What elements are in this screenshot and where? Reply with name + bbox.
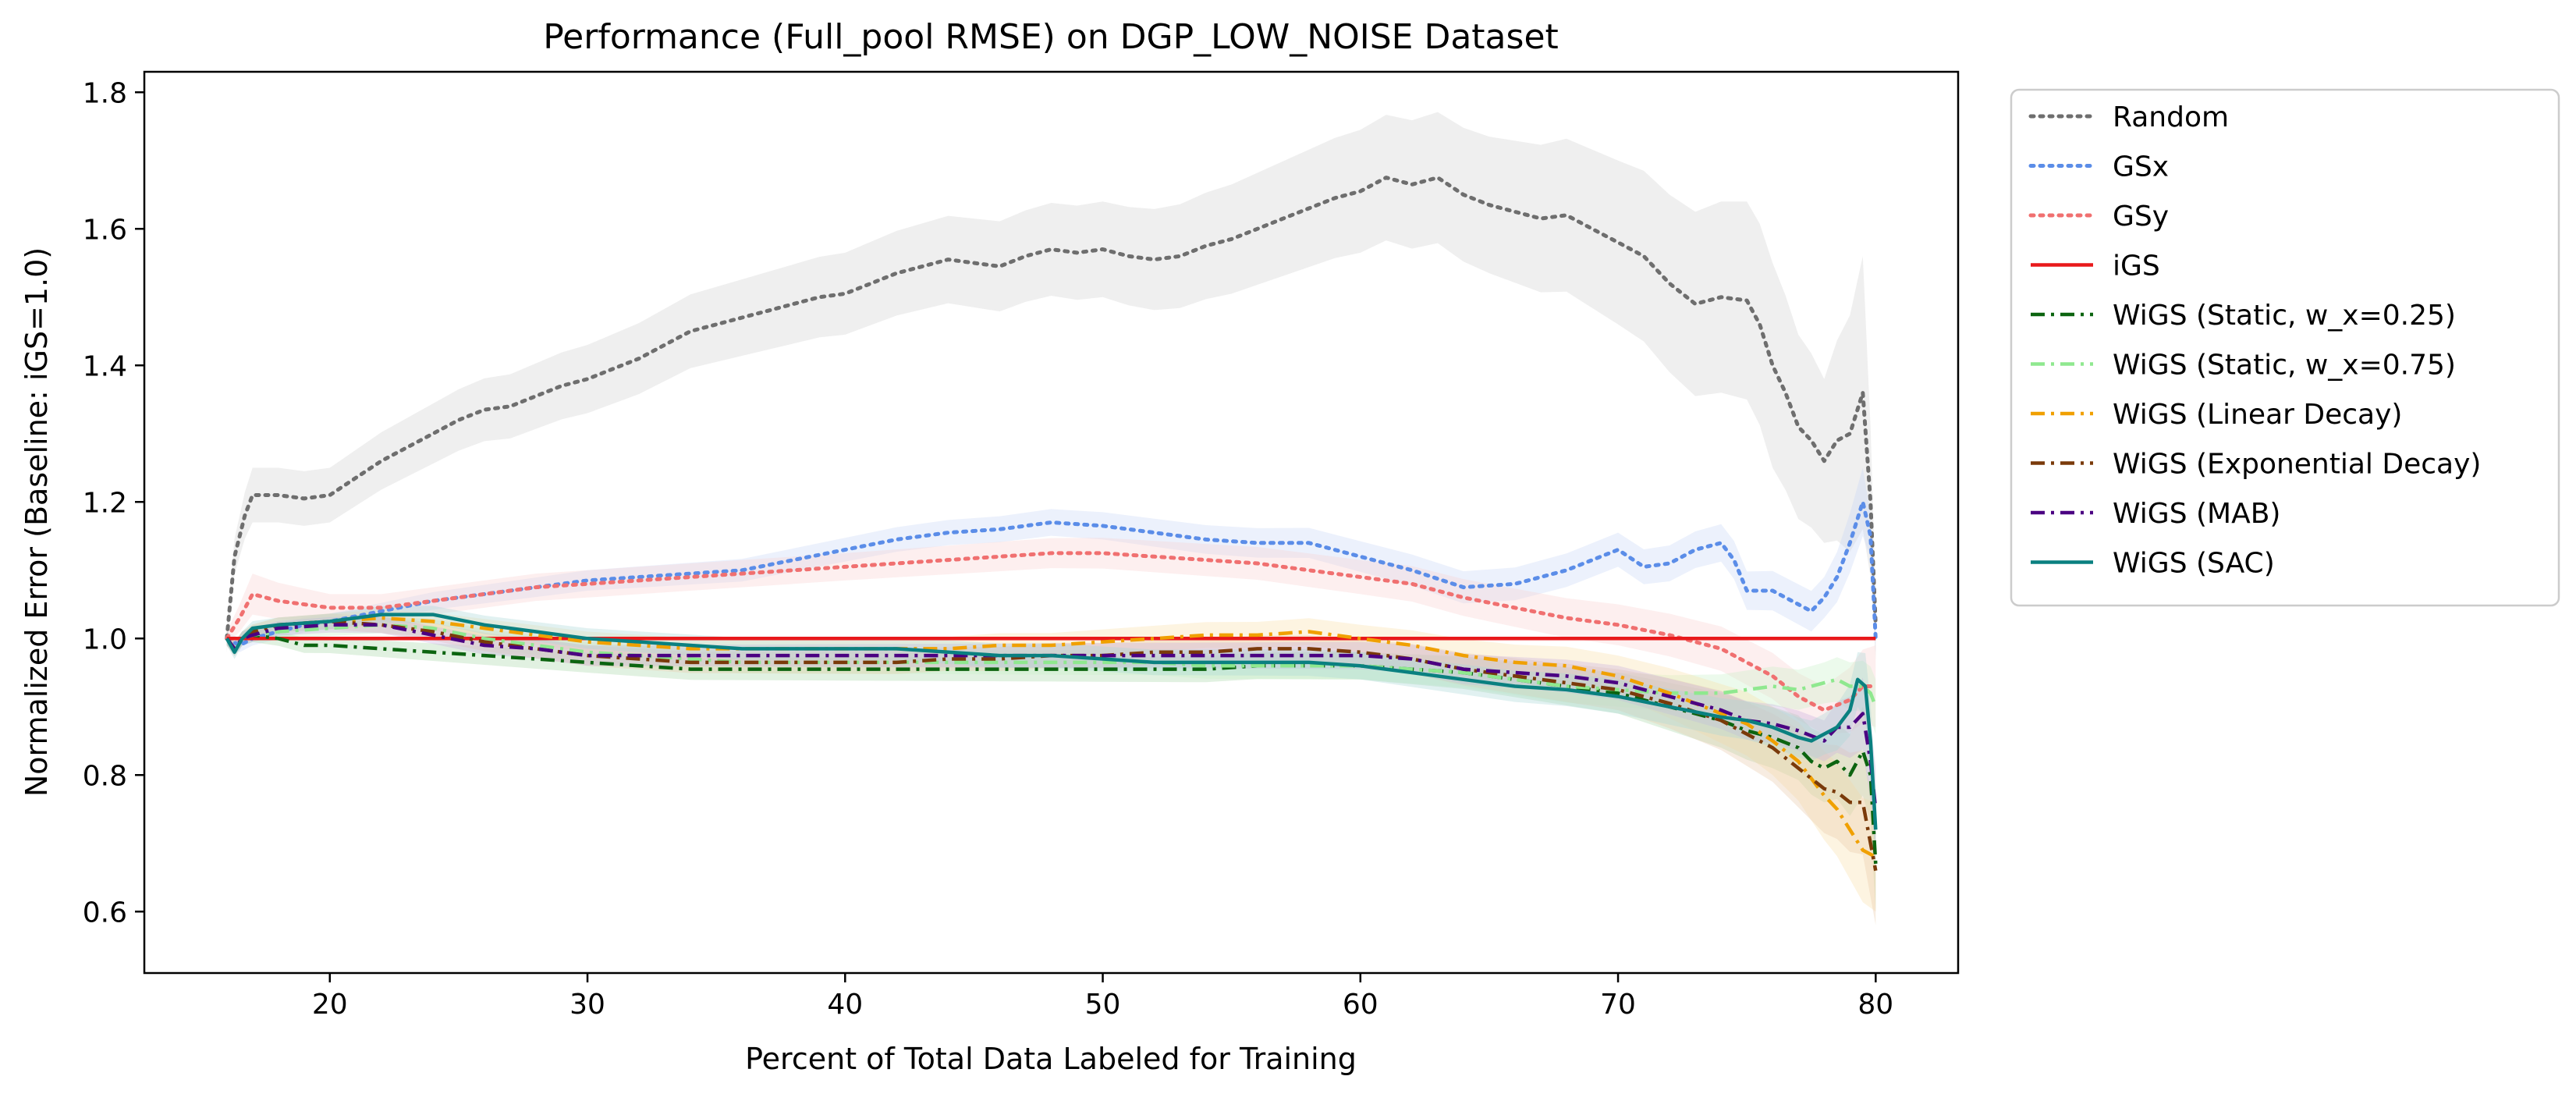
legend-label-wigs-exponential-decay: WiGS (Exponential Decay): [2113, 449, 2481, 481]
series-line-gsx: [225, 499, 1878, 648]
series-line-wigs-sac: [225, 613, 1878, 830]
x-tick-label: 60: [1343, 989, 1378, 1021]
x-tick-label: 50: [1085, 989, 1121, 1021]
x-axis-label: Percent of Total Data Labeled for Traini…: [745, 1042, 1357, 1076]
chart-title: Performance (Full_pool RMSE) on DGP_LOW_…: [543, 17, 1559, 57]
y-tick-label: 1.8: [83, 77, 127, 109]
y-tick-label: 0.8: [83, 760, 127, 792]
series-line-wigs-static-w-x-0-75: [225, 623, 1878, 708]
band-gsx: [226, 467, 1876, 652]
y-tick-label: 1.2: [83, 487, 127, 519]
legend-label-gsx: GSx: [2113, 151, 2169, 183]
legend-label-wigs-linear-decay: WiGS (Linear Decay): [2113, 399, 2402, 431]
y-tick-label: 1.4: [83, 350, 127, 382]
x-tick-label: 70: [1600, 989, 1636, 1021]
legend-label-wigs-static-w-x-0-75: WiGS (Static, w_x=0.75): [2113, 350, 2456, 382]
x-tick-label: 80: [1857, 989, 1893, 1021]
y-tick-label: 1.6: [83, 214, 127, 246]
x-axis-ticks: 20 30 40 50 60 70 80: [312, 973, 1893, 1021]
y-axis-ticks: 0.6 0.8 1.0 1.2 1.4 1.6 1.8: [83, 77, 144, 929]
plot-area-frame: [143, 70, 1960, 975]
x-tick-label: 40: [827, 989, 863, 1021]
band-wigs-mab: [226, 616, 1876, 851]
legend-label-wigs-static-w-x-0-25: WiGS (Static, w_x=0.25): [2113, 300, 2456, 332]
legend-label-wigs-sac: WiGS (SAC): [2113, 548, 2275, 580]
chart-legend: Random GSx GSy iGS WiGS (Static, w_x=0.25) Wi…: [2010, 88, 2560, 607]
legend-label-wigs-mab: WiGS (MAB): [2113, 498, 2280, 530]
legend-box: [2010, 88, 2560, 607]
legend-label-gsy: GSy: [2113, 201, 2169, 233]
legend-label-random: Random: [2113, 101, 2229, 133]
band-random: [226, 112, 1876, 659]
y-tick-label: 0.6: [83, 897, 127, 929]
series-line-gsy: [225, 551, 1878, 712]
y-axis-label: Normalized Error (Baseline: iGS=1.0): [20, 247, 54, 797]
x-tick-label: 20: [312, 989, 348, 1021]
series-line-random: [225, 176, 1878, 641]
series-line-wigs-mab: [225, 623, 1878, 810]
y-tick-label: 1.0: [83, 623, 127, 655]
legend-label-igs: iGS: [2113, 250, 2160, 282]
band-wigs-static-w-x-0-25: [226, 627, 1876, 912]
series-lines: [225, 176, 1878, 872]
x-tick-label: 30: [569, 989, 605, 1021]
series-line-wigs-linear-decay: [225, 616, 1877, 859]
